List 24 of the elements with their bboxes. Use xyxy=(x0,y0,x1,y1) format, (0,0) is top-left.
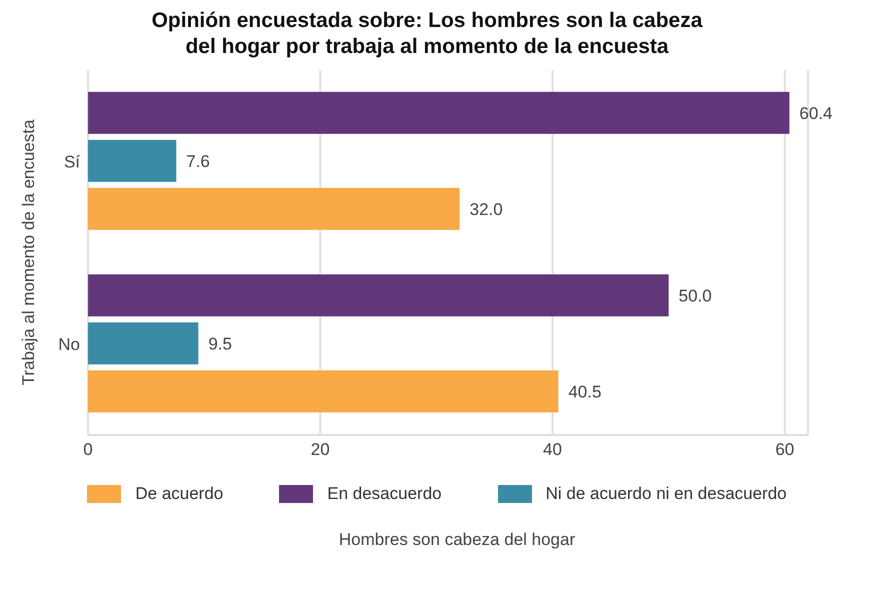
bar xyxy=(88,188,460,230)
legend-label: De acuerdo xyxy=(135,484,224,504)
data-label: 32.0 xyxy=(470,200,503,219)
legend-label: Ni de acuerdo ni en desacuerdo xyxy=(546,484,787,504)
bar xyxy=(88,370,558,412)
y-tick-label: No xyxy=(58,334,80,354)
data-label: 40.5 xyxy=(568,382,602,402)
bar xyxy=(88,274,669,316)
data-label: 7.6 xyxy=(186,152,210,171)
data-label: 60.4 xyxy=(799,104,833,123)
y-tick-label: Sí xyxy=(64,152,80,172)
chart-title: Opinión encuestada sobre: Los hombres son la cabeza del hogar por trabaja al momento de la encuesta xyxy=(150,8,704,60)
legend-label: En desacuerdo xyxy=(327,484,442,504)
x-axis-title: Hombres son cabeza del hogar xyxy=(338,530,576,550)
x-tick-label: 60 xyxy=(775,440,794,460)
x-tick-label: 40 xyxy=(543,440,562,460)
bar xyxy=(88,92,790,134)
x-tick-label: 0 xyxy=(83,440,93,460)
bar xyxy=(88,322,198,364)
y-axis-title: Trabaja al momento de la encuesta xyxy=(19,119,38,386)
data-label: 50.0 xyxy=(678,286,712,306)
bar xyxy=(88,140,176,182)
x-tick-label: 20 xyxy=(310,440,330,460)
data-label: 9.5 xyxy=(208,334,232,354)
